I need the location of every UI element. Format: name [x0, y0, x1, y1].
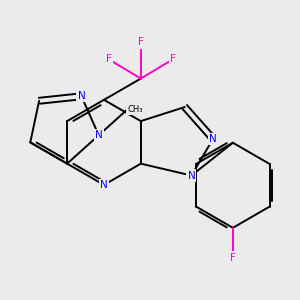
Text: N: N	[188, 170, 195, 181]
Text: F: F	[138, 38, 144, 47]
Text: N: N	[209, 134, 217, 144]
Text: N: N	[95, 130, 103, 140]
Text: N: N	[100, 180, 108, 190]
Text: CH₃: CH₃	[127, 105, 143, 114]
Text: F: F	[170, 54, 176, 64]
Text: F: F	[106, 54, 112, 64]
Text: N: N	[78, 91, 85, 101]
Text: F: F	[230, 253, 236, 262]
